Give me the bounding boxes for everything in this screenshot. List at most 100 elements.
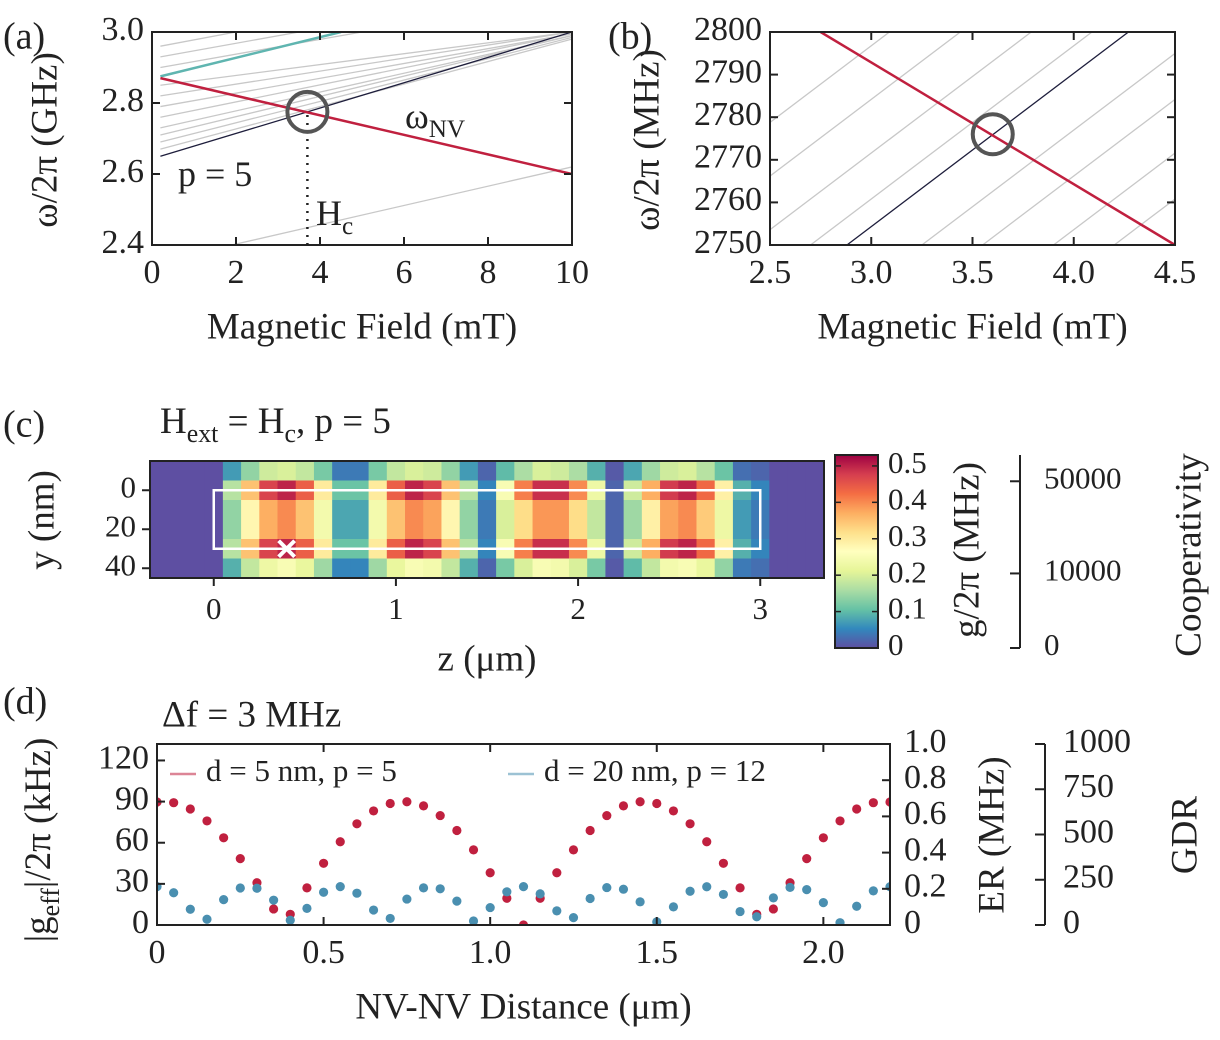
heatmap-cell xyxy=(441,519,461,540)
heatmap-cell xyxy=(550,500,570,521)
panel-label: (d) xyxy=(3,681,47,723)
heatmap-cell xyxy=(368,519,388,540)
heatmap-cell xyxy=(514,558,534,578)
point xyxy=(302,883,312,893)
point xyxy=(368,806,379,816)
y2-axis-label: Cooperativity xyxy=(1168,453,1209,657)
point xyxy=(418,801,429,811)
waveguide-outline xyxy=(212,489,762,550)
heatmap-cell xyxy=(787,480,807,501)
subscript: c xyxy=(342,213,353,240)
point xyxy=(269,895,279,905)
line xyxy=(770,32,961,177)
heatmap-cell xyxy=(386,558,406,578)
heatmap-cell xyxy=(805,558,824,578)
line xyxy=(846,32,1129,245)
heatmap-cell xyxy=(805,461,824,482)
line xyxy=(982,98,1175,245)
colorbar-tick-label: 0.4 xyxy=(888,481,927,516)
line xyxy=(231,166,572,245)
line xyxy=(1113,198,1175,245)
subscript: NV xyxy=(429,116,465,143)
heatmap-cell xyxy=(605,558,625,578)
point xyxy=(668,806,679,816)
heatmap-cell xyxy=(350,558,370,578)
heatmap-cell xyxy=(241,519,260,540)
subscript: ext xyxy=(187,419,219,448)
heatmap-cell xyxy=(150,558,169,578)
heatmap-cell xyxy=(405,500,424,521)
heatmap-cell xyxy=(150,539,169,560)
line xyxy=(819,32,1175,245)
point xyxy=(252,883,262,893)
line xyxy=(160,32,237,47)
heatmap-cell xyxy=(168,461,188,482)
point xyxy=(768,904,778,914)
axes-frame xyxy=(151,31,573,246)
heatmap-cell xyxy=(532,519,552,540)
point xyxy=(818,833,828,843)
heatmap-cell xyxy=(222,558,242,578)
heatmap-cell xyxy=(295,500,315,521)
point xyxy=(835,918,845,925)
y-tick-label: 2.6 xyxy=(102,153,145,190)
y2-tick-label: 0.6 xyxy=(904,795,947,832)
y3-tick-label: 250 xyxy=(1063,859,1114,896)
x-tick-label: 1.0 xyxy=(469,934,512,971)
line xyxy=(770,32,890,124)
heatmap-cell xyxy=(587,519,607,540)
point xyxy=(735,883,745,893)
point xyxy=(552,868,562,878)
line xyxy=(160,32,300,58)
text-part: H xyxy=(316,193,342,233)
heatmap-cell xyxy=(423,500,443,521)
heatmap-cell xyxy=(550,519,570,540)
colorbar-tick-label: 0 xyxy=(888,627,904,662)
point xyxy=(502,887,512,897)
point xyxy=(552,906,562,916)
annotation: p = 5 xyxy=(178,154,252,194)
y3-axis-label: GDR xyxy=(1164,796,1205,874)
heatmap-cell xyxy=(678,461,698,482)
y-tick-label: 2760 xyxy=(694,181,762,218)
point xyxy=(735,906,745,917)
point xyxy=(718,858,729,868)
heatmap-cell xyxy=(423,519,443,540)
heatmap-cell xyxy=(732,500,752,521)
heatmap-cell xyxy=(441,558,461,578)
heatmap-cell xyxy=(186,461,206,482)
y-tick-label: 20 xyxy=(105,508,136,543)
point xyxy=(335,837,345,847)
heatmap-cell xyxy=(769,461,789,482)
point xyxy=(435,884,445,894)
heatmap-cell xyxy=(405,519,424,540)
heatmap-cell xyxy=(696,500,716,521)
heatmap-cell xyxy=(660,519,679,540)
heatmap-cell xyxy=(168,519,188,540)
axes-frame xyxy=(156,743,891,926)
x-tick-label: 2.5 xyxy=(749,254,792,291)
heatmap-cell xyxy=(496,519,515,540)
heatmap-cell xyxy=(350,461,370,482)
y2-tick-label: 0.8 xyxy=(904,759,947,796)
heatmap-cell xyxy=(769,519,789,540)
heatmap-cell xyxy=(477,558,497,578)
heatmap-cell xyxy=(295,558,315,578)
heatmap-cell xyxy=(386,500,406,521)
point xyxy=(802,854,812,864)
heatmap-cell xyxy=(350,500,370,521)
heatmap-cell xyxy=(532,558,552,578)
heatmap-cell xyxy=(805,519,824,540)
point xyxy=(868,886,878,896)
y2-tick-label: 1.0 xyxy=(904,723,947,760)
heatmap-cell xyxy=(678,558,698,578)
point xyxy=(535,889,545,899)
y3-tick-label: 1000 xyxy=(1063,723,1131,760)
point xyxy=(752,912,762,922)
x-tick-label: 0.5 xyxy=(302,934,345,971)
heatmap-cell xyxy=(150,519,169,540)
heatmap-cell xyxy=(168,500,188,521)
heatmap-cell xyxy=(295,461,315,482)
heatmap-cell xyxy=(641,461,661,482)
y-axis-label: |geff|/2π (kHz) xyxy=(18,738,65,943)
